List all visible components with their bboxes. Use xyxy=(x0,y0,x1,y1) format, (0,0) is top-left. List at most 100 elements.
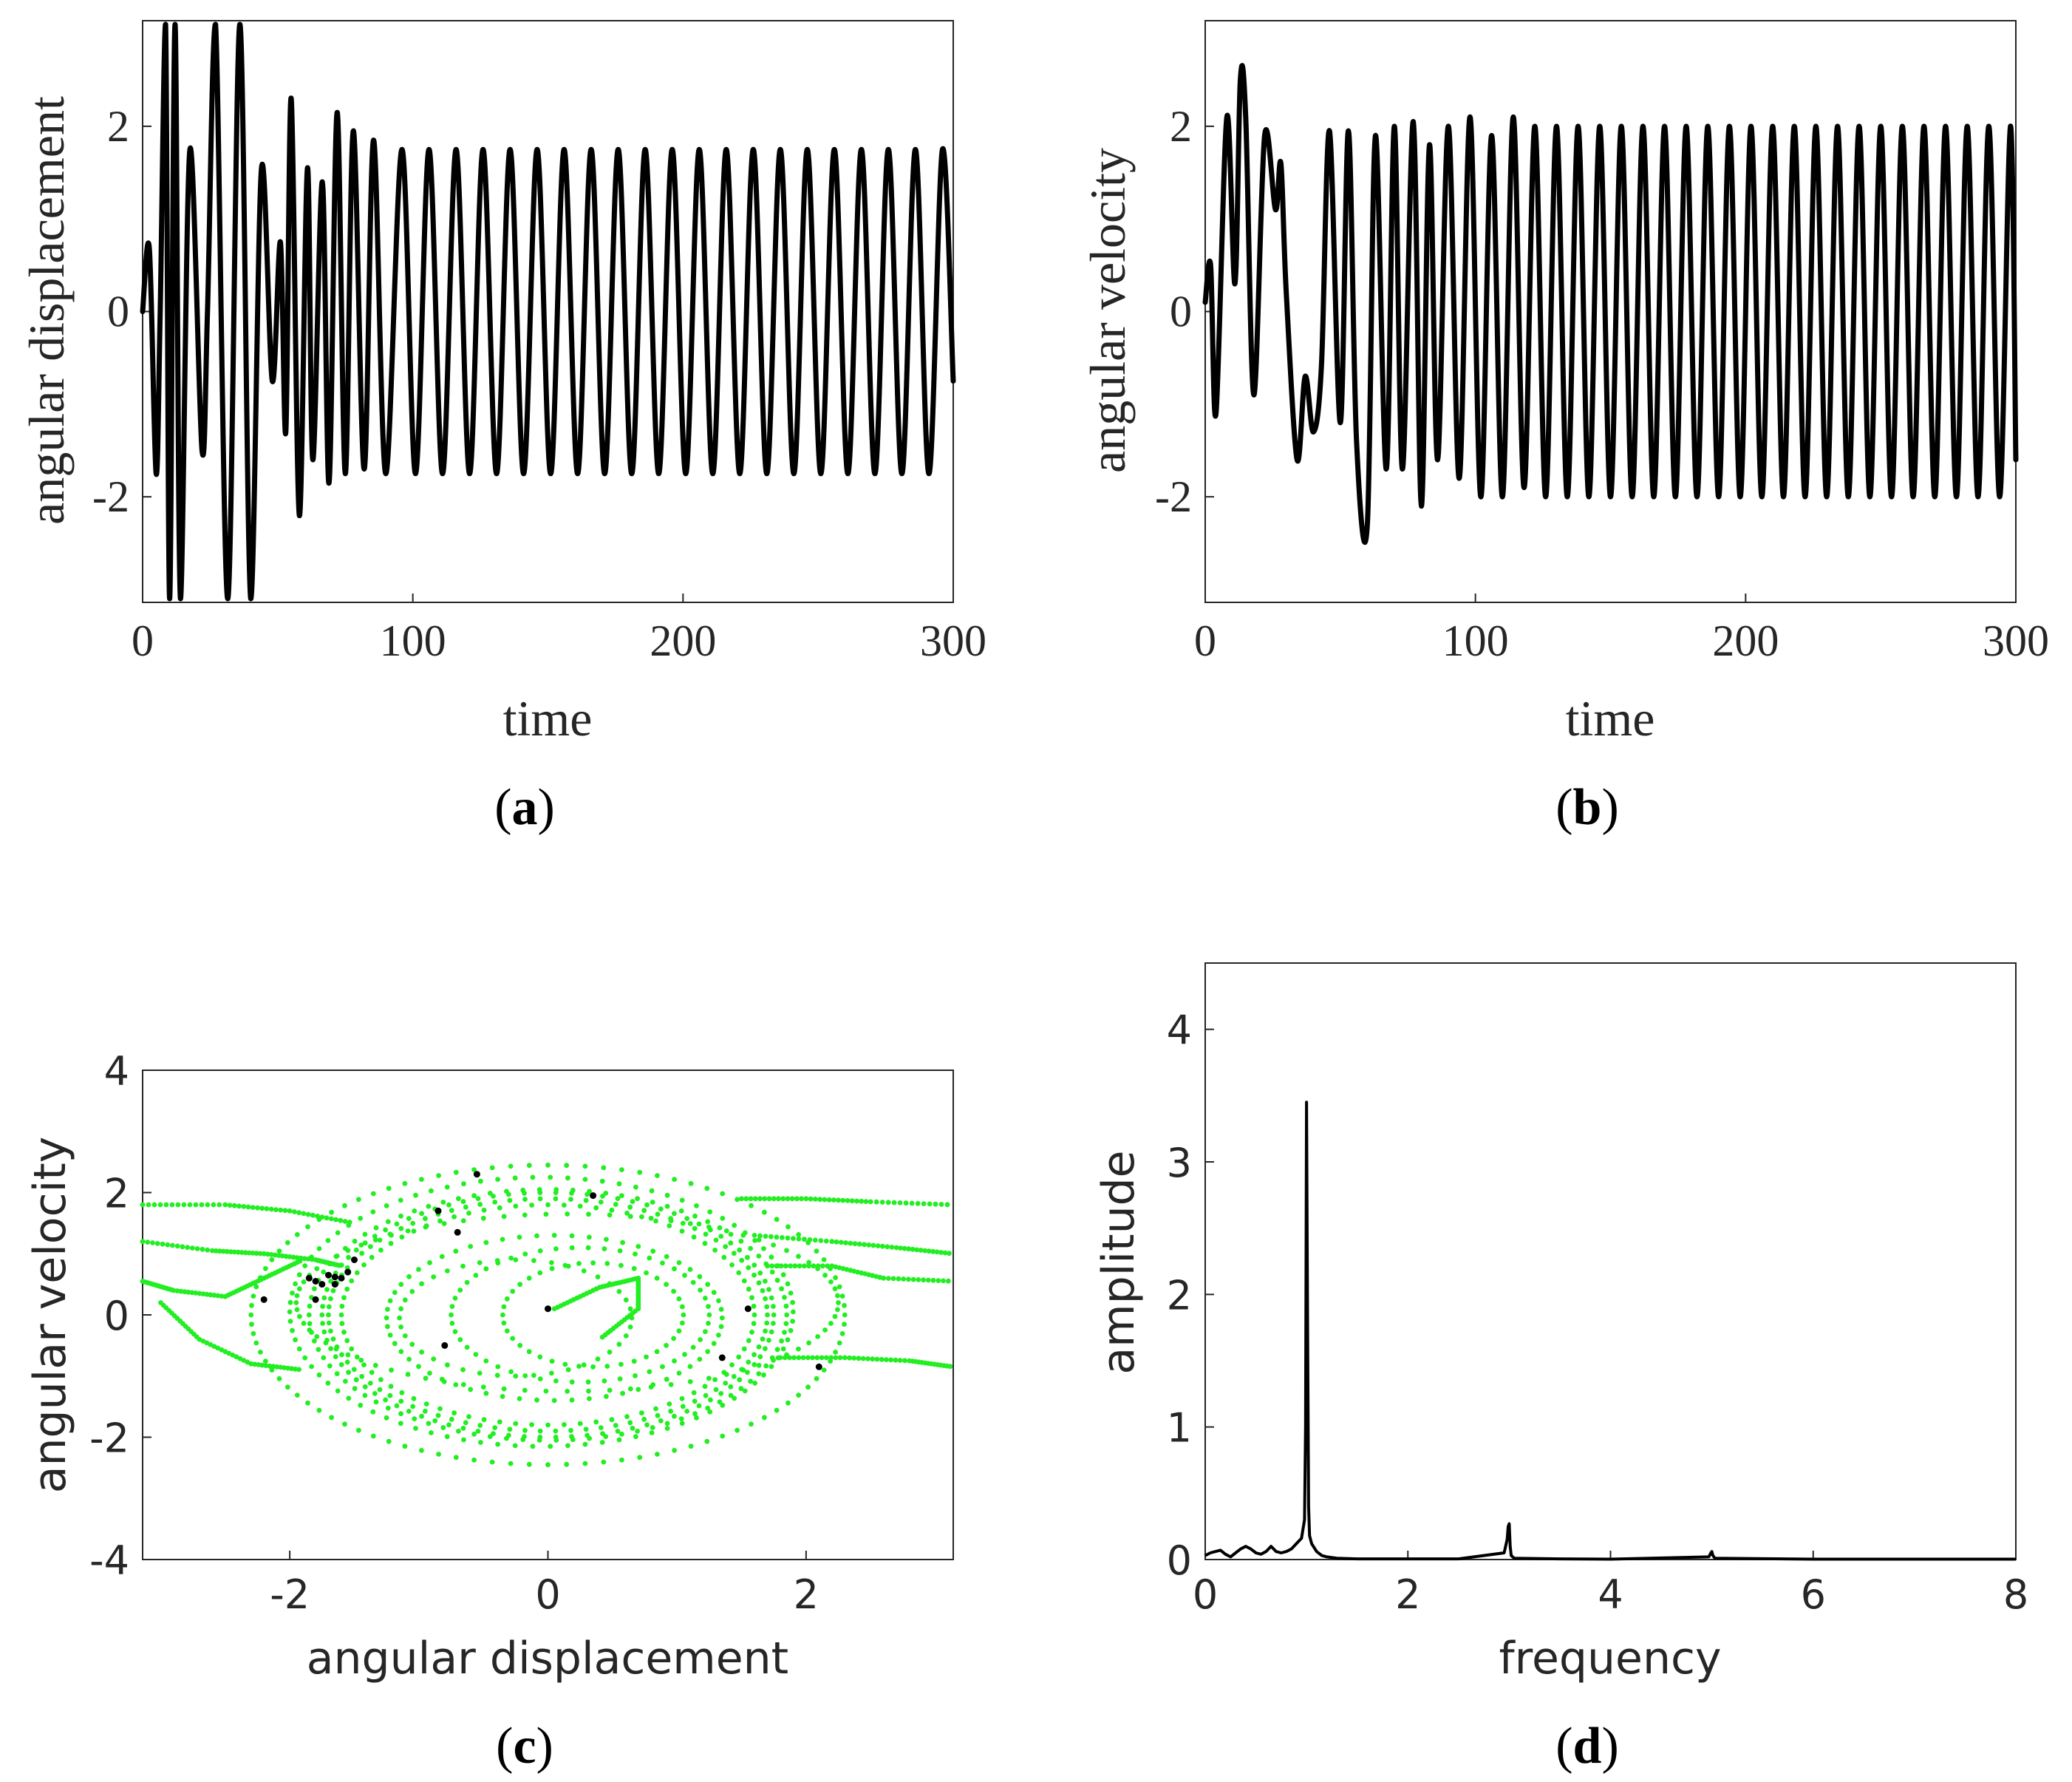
phase-point xyxy=(477,1260,483,1265)
phase-point xyxy=(897,1200,903,1205)
phase-point xyxy=(672,1177,677,1182)
phase-point xyxy=(902,1245,907,1251)
phase-point xyxy=(483,1358,489,1364)
phase-point xyxy=(856,1241,862,1247)
phase-point xyxy=(774,1277,780,1283)
phase-point xyxy=(903,1200,909,1206)
phase-point xyxy=(774,1234,780,1240)
phase-point xyxy=(163,1202,169,1208)
phase-point xyxy=(617,1376,623,1381)
phase-point xyxy=(752,1272,757,1278)
panel-c-phase-trajectory-points xyxy=(140,1162,953,1468)
phase-point xyxy=(140,1202,146,1208)
phase-point xyxy=(410,1220,416,1226)
phase-point xyxy=(370,1209,376,1214)
phase-point xyxy=(392,1341,398,1347)
phase-point xyxy=(774,1407,780,1413)
phase-point xyxy=(297,1286,302,1292)
phase-point xyxy=(874,1356,880,1362)
phase-point xyxy=(616,1437,622,1443)
phase-point xyxy=(235,1249,241,1255)
phase-point xyxy=(688,1443,694,1449)
phase-point xyxy=(664,1192,670,1198)
phase-point xyxy=(531,1258,536,1263)
phase-point xyxy=(326,1312,331,1318)
phase-point xyxy=(752,1238,757,1243)
phase-point xyxy=(655,1173,660,1178)
panel-b-xtick-label: 300 xyxy=(1983,616,2049,665)
phase-point xyxy=(796,1392,802,1398)
phase-point xyxy=(616,1341,622,1347)
phase-point xyxy=(760,1336,766,1342)
phase-point xyxy=(649,1188,655,1194)
phase-point xyxy=(777,1355,783,1361)
phase-point xyxy=(769,1295,774,1301)
panel-a-xtick-label: 100 xyxy=(380,616,446,665)
phase-point xyxy=(821,1257,827,1262)
phase-point xyxy=(598,1200,604,1205)
phase-point xyxy=(757,1196,763,1202)
poincare-section-point xyxy=(344,1268,352,1276)
phase-point xyxy=(595,1274,601,1279)
phase-point xyxy=(296,1272,302,1278)
phase-point xyxy=(615,1429,621,1434)
phase-point xyxy=(497,1419,502,1425)
phase-point xyxy=(219,1293,225,1299)
phase-point xyxy=(676,1370,682,1376)
phase-point xyxy=(713,1237,719,1243)
phase-point xyxy=(285,1384,290,1390)
phase-point xyxy=(384,1203,389,1208)
phase-point xyxy=(764,1304,770,1310)
phase-point xyxy=(246,1250,252,1256)
phase-point xyxy=(680,1220,686,1226)
phase-point xyxy=(703,1296,708,1301)
phase-point xyxy=(477,1423,483,1428)
phase-point xyxy=(637,1169,643,1175)
phase-point xyxy=(898,1245,903,1251)
phase-point xyxy=(797,1263,802,1269)
phase-point xyxy=(411,1228,417,1234)
phase-point xyxy=(328,1328,333,1334)
phase-point xyxy=(383,1227,388,1233)
phase-point xyxy=(812,1197,818,1202)
phase-point xyxy=(287,1299,293,1305)
phase-point xyxy=(362,1231,368,1237)
phase-point xyxy=(456,1196,461,1202)
phase-point xyxy=(752,1233,757,1238)
phase-point xyxy=(427,1260,432,1265)
phase-point xyxy=(601,1165,607,1171)
panel-b-xtick-label: 200 xyxy=(1712,616,1779,665)
phase-point xyxy=(664,1426,670,1431)
phase-point xyxy=(690,1344,696,1350)
phase-point xyxy=(873,1199,879,1205)
panel-b-xlabel: time xyxy=(1566,690,1655,747)
phase-point xyxy=(312,1286,317,1292)
phase-point xyxy=(796,1232,802,1237)
phase-point xyxy=(581,1362,587,1368)
phase-point xyxy=(314,1266,320,1271)
phase-point xyxy=(802,1263,807,1269)
phase-point xyxy=(273,1207,279,1212)
phase-point xyxy=(480,1215,486,1221)
panel-b-ticks: 0 100 200 300 -2 0 2 xyxy=(1155,102,2049,665)
phase-point xyxy=(706,1304,711,1309)
phase-point xyxy=(460,1381,466,1387)
phase-point xyxy=(728,1231,734,1237)
phase-point xyxy=(769,1254,774,1260)
phase-point xyxy=(460,1367,466,1373)
phase-point xyxy=(752,1196,758,1202)
phase-point xyxy=(936,1278,941,1283)
panel-a-caption: (a) xyxy=(494,779,555,836)
panel-b-plot-frame xyxy=(1204,20,2017,603)
phase-point xyxy=(278,1364,284,1370)
phase-point xyxy=(812,1237,818,1243)
phase-point xyxy=(321,1295,327,1301)
phase-point xyxy=(736,1270,742,1276)
panel-a-plot-frame xyxy=(142,20,954,603)
phase-point xyxy=(146,1202,151,1208)
phase-point xyxy=(150,1240,155,1245)
phase-point xyxy=(880,1243,885,1249)
phase-point xyxy=(790,1299,795,1305)
phase-point xyxy=(787,1355,792,1361)
phase-point xyxy=(684,1409,690,1414)
